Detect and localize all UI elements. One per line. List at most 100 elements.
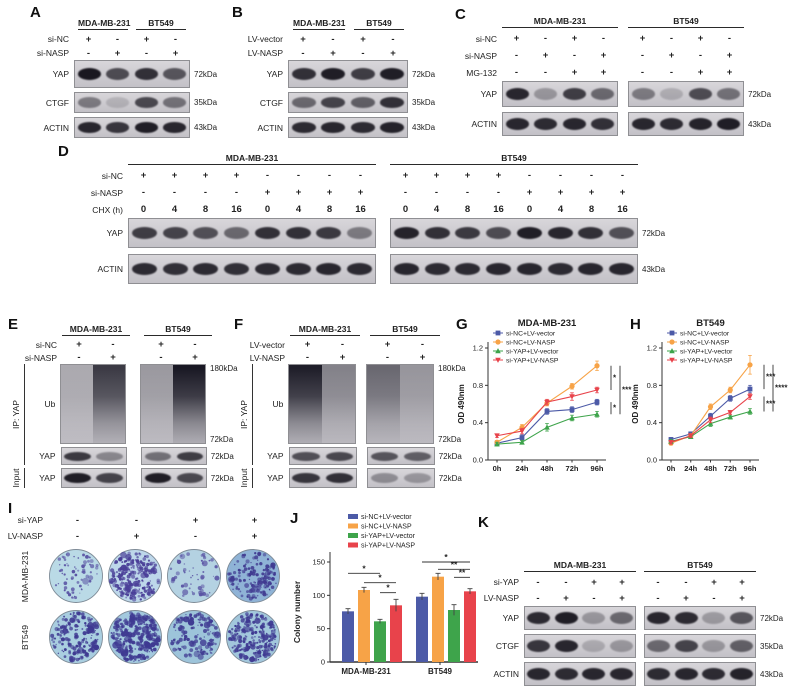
- colony-dot: [84, 624, 87, 627]
- colony-dot: [123, 560, 126, 563]
- colony-dot: [273, 638, 276, 641]
- colony-dot: [258, 630, 262, 634]
- blot-lane: [378, 93, 408, 112]
- colony-dot: [128, 641, 131, 643]
- blot-lane: [323, 469, 356, 487]
- colony-dot: [243, 564, 246, 568]
- blot-row: YAP 72kDa: [232, 447, 464, 465]
- x-tick-label: 0h: [667, 464, 676, 473]
- condition-value: -: [340, 339, 345, 350]
- protein-band: [609, 640, 633, 652]
- condition-value: +: [390, 47, 396, 59]
- colony-dot: [200, 553, 204, 557]
- marker-square: [495, 330, 501, 336]
- colony-dot: [147, 645, 150, 648]
- protein-band: [291, 68, 316, 80]
- colony-dot: [142, 632, 146, 636]
- marker-triangle-down: [707, 417, 714, 423]
- colony-dot: [209, 647, 212, 650]
- colony-dot: [236, 559, 240, 563]
- blot-membrane: [288, 60, 408, 88]
- panel-f-label: F: [234, 316, 244, 333]
- molecular-weight-markers: 180kDa 72kDa: [206, 364, 238, 444]
- colony-dot: [51, 639, 53, 641]
- bracket-line: [252, 468, 254, 488]
- condition-value: -: [572, 50, 577, 61]
- colony-dot: [155, 571, 158, 574]
- y-axis-label: Colony number: [292, 580, 302, 643]
- protein-band: [729, 640, 753, 652]
- protein-band: [591, 118, 615, 130]
- colony-dot: [121, 632, 126, 637]
- dish-row: [48, 609, 302, 665]
- blot-membrane: [628, 112, 744, 136]
- condition-value: +: [251, 514, 258, 526]
- colony-dot: [233, 563, 236, 566]
- condition-lane-group: + + + + - - - -: [390, 170, 638, 181]
- blot-group-header-row: MDA-MB-231 BT549: [232, 320, 464, 338]
- condition-value: +: [419, 352, 426, 363]
- colony-dot: [237, 588, 240, 591]
- colony-dot: [63, 558, 67, 562]
- colony-dot: [126, 584, 128, 587]
- blot-lane: [62, 469, 94, 487]
- blot-lane: [728, 607, 756, 629]
- blot-lane: [391, 255, 422, 283]
- condition-value: -: [265, 170, 270, 181]
- condition-label: si-NASP: [464, 50, 497, 61]
- marker-square: [594, 399, 600, 405]
- colony-dot: [64, 618, 68, 622]
- colony-dot: [272, 571, 276, 576]
- colony-dot: [270, 647, 273, 650]
- blot-lane: [553, 663, 581, 685]
- protein-band: [96, 451, 123, 461]
- colony-dot: [203, 617, 208, 622]
- colony-dot: [57, 624, 61, 627]
- condition-row: CHX (h) 0 4 8 16 0 4 8 16 0 4 8 16 0 4 8 16: [52, 201, 752, 218]
- protein-band: [660, 88, 684, 100]
- colony-dot: [272, 644, 274, 647]
- molecular-weight-marker: 35kDa: [412, 98, 436, 107]
- colony-dot: [208, 591, 211, 594]
- colony-dot: [245, 644, 249, 648]
- protein-band: [134, 68, 158, 80]
- blot-lane: [289, 93, 319, 112]
- colony-dot: [256, 594, 259, 597]
- legend-label: si-NC+LV-vector: [680, 330, 730, 337]
- colony-dot: [121, 650, 129, 657]
- colony-dot: [194, 635, 198, 639]
- blot-membrane: [60, 364, 127, 444]
- colony-dot: [257, 559, 259, 561]
- colony-dot: [241, 631, 244, 634]
- bar: [358, 590, 370, 662]
- condition-value: +: [619, 187, 626, 198]
- condition-row: si-NASP - + - +: [6, 351, 236, 364]
- colony-dot: [252, 639, 255, 642]
- input-label: Input: [239, 468, 249, 488]
- marker-square: [669, 330, 675, 336]
- blot-lane: [314, 219, 345, 247]
- colony-dot: [202, 591, 206, 596]
- colony-dot: [126, 620, 130, 624]
- colony-dot: [197, 653, 204, 660]
- colony-dot: [150, 626, 154, 630]
- colony-dot: [117, 587, 120, 589]
- colony-dot: [59, 637, 62, 639]
- protein-band: [350, 68, 375, 80]
- colony-dot: [248, 640, 252, 644]
- colony-dot: [234, 633, 237, 636]
- colony-dot: [200, 584, 205, 589]
- condition-value: -: [144, 47, 149, 59]
- condition-lane-group: - + - +: [524, 593, 636, 604]
- colony-dot: [208, 618, 210, 620]
- protein-band: [77, 122, 101, 133]
- colony-dot: [199, 616, 204, 621]
- marker-triangle: [747, 408, 753, 414]
- protein-band: [674, 612, 698, 624]
- blot-membrane: [524, 634, 636, 658]
- colony-dot: [95, 640, 98, 643]
- colony-dot: [128, 633, 133, 638]
- blot-lane: [283, 255, 314, 283]
- protein-band: [591, 88, 615, 100]
- marker-triangle: [495, 348, 501, 354]
